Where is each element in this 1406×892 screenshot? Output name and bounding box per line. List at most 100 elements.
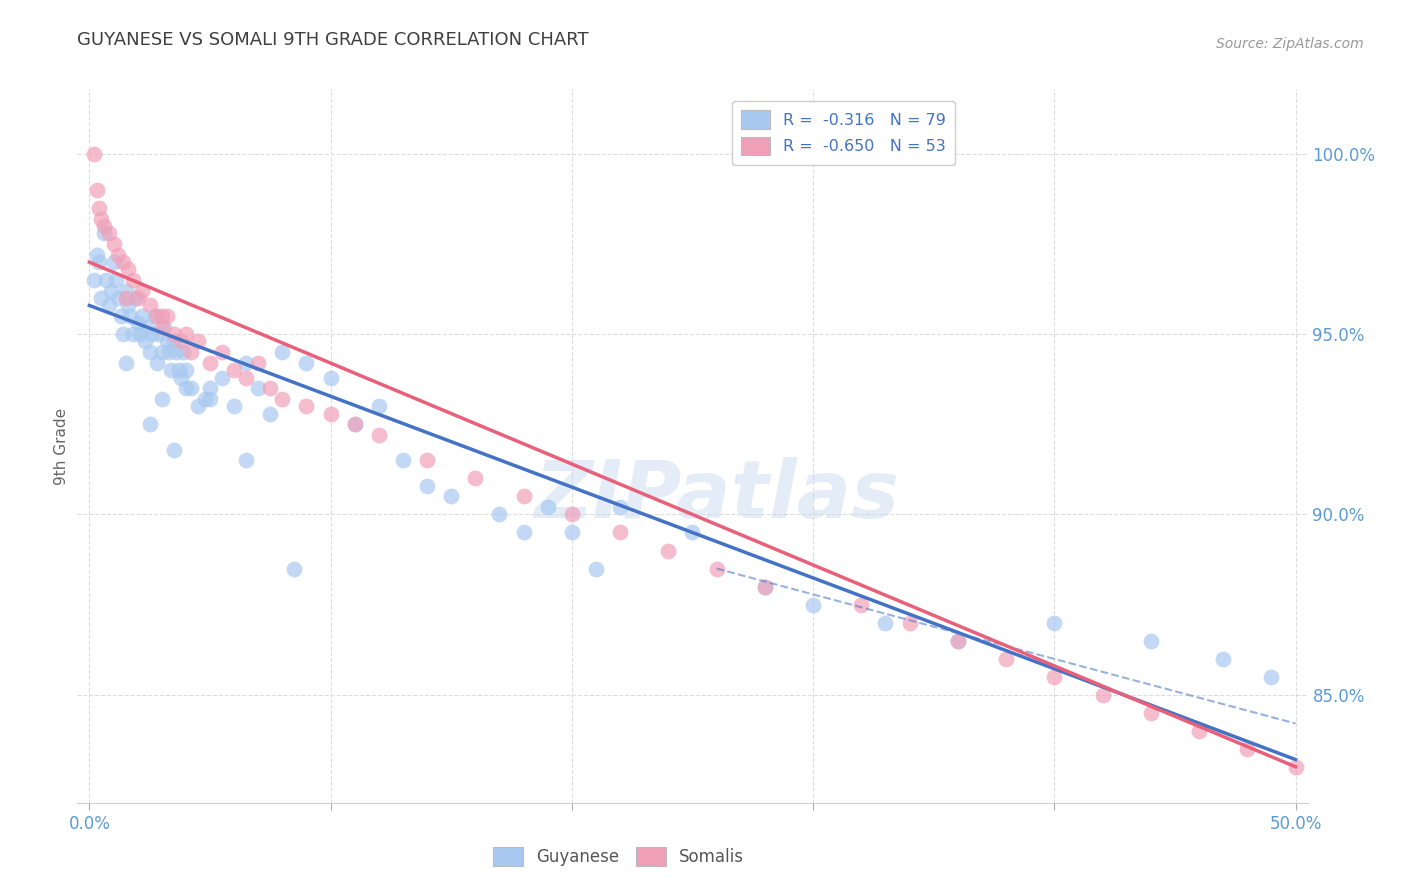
Point: [86, 248, 108, 262]
Point: [1188, 723, 1211, 738]
Point: [259, 381, 281, 395]
Point: [155, 334, 177, 349]
Point: [995, 651, 1018, 665]
Point: [367, 400, 389, 414]
Point: [224, 363, 246, 377]
Point: [198, 356, 221, 370]
Point: [172, 345, 194, 359]
Legend: Guyanese, Somalis: Guyanese, Somalis: [486, 840, 751, 873]
Point: [180, 381, 202, 395]
Point: [416, 478, 439, 492]
Point: [174, 381, 197, 395]
Point: [150, 320, 173, 334]
Point: [706, 561, 728, 575]
Point: [93, 219, 115, 234]
Point: [100, 284, 122, 298]
Point: [90, 211, 112, 226]
Point: [657, 543, 679, 558]
Point: [512, 490, 534, 504]
Point: [127, 317, 149, 331]
Point: [367, 428, 389, 442]
Point: [155, 310, 177, 324]
Point: [87, 255, 110, 269]
Point: [416, 453, 439, 467]
Point: [170, 370, 193, 384]
Point: [170, 334, 193, 349]
Point: [235, 356, 257, 370]
Point: [103, 255, 125, 269]
Point: [187, 334, 209, 349]
Point: [104, 273, 127, 287]
Point: [585, 561, 607, 575]
Point: [127, 291, 149, 305]
Point: [851, 598, 873, 612]
Point: [271, 345, 294, 359]
Point: [121, 273, 143, 287]
Point: [141, 327, 163, 342]
Point: [1260, 670, 1282, 684]
Point: [875, 615, 897, 630]
Point: [90, 291, 112, 305]
Point: [754, 580, 776, 594]
Point: [1043, 615, 1066, 630]
Point: [138, 298, 160, 312]
Point: [561, 525, 583, 540]
Point: [682, 525, 704, 540]
Point: [174, 327, 197, 342]
Point: [488, 508, 510, 522]
Point: [561, 508, 583, 522]
Point: [93, 227, 115, 241]
Point: [187, 400, 209, 414]
Point: [150, 345, 173, 359]
Point: [83, 147, 105, 161]
Point: [392, 453, 415, 467]
Point: [235, 370, 257, 384]
Point: [946, 633, 969, 648]
Point: [295, 400, 318, 414]
Point: [180, 345, 202, 359]
Point: [211, 345, 233, 359]
Point: [114, 356, 136, 370]
Point: [167, 363, 190, 377]
Point: [898, 615, 921, 630]
Point: [946, 633, 969, 648]
Point: [163, 442, 186, 457]
Point: [1091, 688, 1114, 702]
Point: [107, 248, 129, 262]
Point: [801, 598, 824, 612]
Point: [124, 291, 146, 305]
Point: [271, 392, 294, 406]
Point: [464, 471, 486, 485]
Point: [165, 345, 187, 359]
Point: [117, 298, 139, 312]
Point: [537, 500, 560, 515]
Point: [112, 255, 135, 269]
Point: [138, 417, 160, 432]
Point: [87, 201, 110, 215]
Point: [114, 284, 136, 298]
Point: [194, 392, 217, 406]
Point: [1236, 741, 1258, 756]
Point: [146, 310, 169, 324]
Point: [134, 334, 156, 349]
Point: [97, 298, 120, 312]
Point: [319, 370, 342, 384]
Point: [146, 356, 169, 370]
Point: [343, 417, 366, 432]
Point: [153, 320, 176, 334]
Point: [609, 525, 631, 540]
Point: [112, 327, 135, 342]
Point: [440, 490, 463, 504]
Point: [86, 183, 108, 197]
Text: GUYANESE VS SOMALI 9TH GRADE CORRELATION CHART: GUYANESE VS SOMALI 9TH GRADE CORRELATION…: [77, 31, 589, 49]
Point: [110, 310, 132, 324]
Point: [136, 320, 159, 334]
Point: [224, 400, 246, 414]
Point: [343, 417, 366, 432]
Point: [259, 407, 281, 421]
Point: [163, 334, 186, 349]
Point: [160, 363, 183, 377]
Point: [1212, 651, 1234, 665]
Point: [114, 291, 136, 305]
Point: [512, 525, 534, 540]
